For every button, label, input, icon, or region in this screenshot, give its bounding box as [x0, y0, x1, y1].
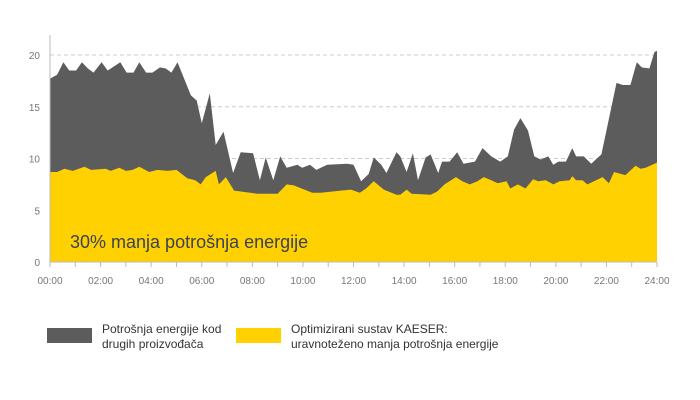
x-tick-label: 06:00 — [189, 276, 214, 287]
x-tick-label: 00:00 — [37, 276, 62, 287]
x-tick-label: 10:00 — [290, 276, 315, 287]
legend-swatch-gray — [47, 328, 92, 343]
y-tick-label: 5 — [34, 206, 40, 217]
y-tick-label: 20 — [29, 51, 41, 62]
annotation-text: 30% manja potrošnja energije — [70, 232, 308, 252]
x-tick-label: 24:00 — [644, 276, 669, 287]
y-tick-label: 15 — [29, 103, 41, 114]
x-tick-label: 08:00 — [240, 276, 265, 287]
x-tick-label: 14:00 — [392, 276, 417, 287]
legend-item-others: Potrošnja energije kod drugih proizvođač… — [47, 322, 221, 352]
x-tick-label: 20:00 — [543, 276, 568, 287]
x-tick-label: 04:00 — [139, 276, 164, 287]
area-chart: 0 5 10 15 20 00:00 02:00 04:00 06:00 08:00 10:00 12… — [29, 35, 670, 287]
legend-item-kaeser: Optimizirani sustav KAESER: uravnoteženo… — [236, 322, 498, 352]
x-tick-label: 18:00 — [493, 276, 518, 287]
x-tick-label: 12:00 — [341, 276, 366, 287]
legend-label: Optimizirani sustav KAESER: uravnoteženo… — [291, 322, 499, 351]
x-tick-label: 16:00 — [442, 276, 467, 287]
legend-swatch-yellow — [236, 328, 281, 343]
x-tick-label: 22:00 — [594, 276, 619, 287]
legend-label: Potrošnja energije kod drugih proizvođač… — [102, 322, 222, 351]
y-tick-label: 10 — [29, 155, 41, 166]
x-tick-label: 02:00 — [88, 276, 113, 287]
area-series-2 — [50, 162, 657, 262]
y-tick-label: 0 — [34, 258, 40, 269]
